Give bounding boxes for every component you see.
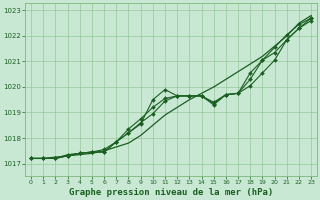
X-axis label: Graphe pression niveau de la mer (hPa): Graphe pression niveau de la mer (hPa) <box>69 188 273 197</box>
